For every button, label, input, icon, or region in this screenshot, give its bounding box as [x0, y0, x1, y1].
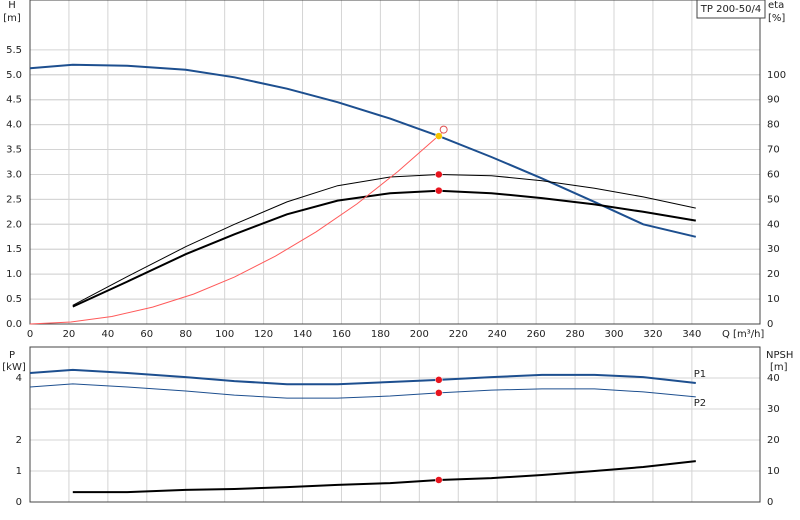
y2-tick-label: 30: [767, 404, 780, 415]
y2-tick-label: 50: [767, 194, 780, 205]
y-tick-label: 4.0: [6, 120, 22, 131]
x-tick-label: 120: [254, 329, 273, 340]
x-tick-label: 0: [27, 329, 33, 340]
plot-frame: [29, 0, 761, 325]
x-tick-label: 60: [140, 329, 153, 340]
operating-point: [439, 125, 448, 134]
y2-tick-label: 10: [767, 466, 780, 477]
x-tick-label: 80: [179, 329, 192, 340]
y-tick-label: 1: [16, 466, 22, 477]
x-tick-label: 40: [101, 329, 114, 340]
x-tick-label: 160: [332, 329, 351, 340]
y2-axis-unit: [%]: [768, 13, 785, 24]
x-tick-label: 320: [643, 329, 662, 340]
title-box: [696, 0, 766, 19]
y-tick-label: 4: [16, 373, 22, 384]
y2-tick-label: 70: [767, 145, 780, 156]
x-tick-label: 260: [527, 329, 546, 340]
y-tick-label: 1.0: [6, 269, 22, 280]
y-tick-label: 0.0: [6, 319, 22, 330]
operating-point: [435, 376, 443, 384]
y2-tick-label: 80: [767, 120, 780, 131]
y-tick-label: 3.0: [6, 169, 22, 180]
curve: [72, 189, 696, 308]
x-tick-label: 100: [215, 329, 234, 340]
legend-label: P2: [694, 398, 706, 409]
y2-tick-label: 20: [767, 269, 780, 280]
y2-tick-label: 0: [767, 319, 773, 330]
curve: [72, 173, 696, 306]
y-tick-label: 0.5: [6, 294, 22, 305]
y-axis-label: P: [9, 350, 15, 361]
curve: [72, 460, 696, 494]
x-tick-label: 20: [63, 329, 76, 340]
x-axis-label: Q [m³/h]: [722, 329, 764, 340]
y-axis-label: H: [8, 0, 16, 11]
operating-point: [435, 132, 443, 140]
x-tick-label: 180: [371, 329, 390, 340]
y2-tick-label: 40: [767, 219, 780, 230]
y2-axis-label: eta: [768, 0, 784, 11]
curve: [29, 131, 444, 325]
y2-tick-label: 40: [767, 373, 780, 384]
operating-point: [435, 186, 443, 195]
operating-point: [435, 476, 443, 484]
y-tick-label: 2.5: [6, 194, 22, 205]
legend-label: P1: [694, 369, 706, 380]
x-tick-label: 300: [604, 329, 623, 340]
y-tick-label: 5.0: [6, 70, 22, 81]
x-tick-label: 140: [293, 329, 312, 340]
x-tick-label: 340: [682, 329, 701, 340]
y-axis-unit: [kW]: [2, 362, 26, 373]
y-tick-label: 4.5: [6, 95, 22, 106]
operating-point: [435, 170, 443, 179]
y2-tick-label: 10: [767, 294, 780, 305]
y2-axis-label: NPSH: [766, 350, 793, 361]
curve: [29, 383, 696, 399]
y2-tick-label: 90: [767, 95, 780, 106]
x-tick-label: 240: [488, 329, 507, 340]
y-tick-label: 5.5: [6, 45, 22, 56]
y-tick-label: 1.5: [6, 244, 22, 255]
x-tick-label: 220: [449, 329, 468, 340]
y2-tick-label: 60: [767, 169, 780, 180]
y2-axis-unit: [m]: [770, 362, 788, 373]
y-axis-unit: [m]: [3, 13, 21, 24]
x-tick-label: 200: [410, 329, 429, 340]
plot-frame: [29, 346, 761, 503]
curve: [29, 63, 697, 238]
curve: [29, 368, 696, 386]
x-tick-label: 280: [566, 329, 585, 340]
operating-point: [435, 389, 443, 397]
y-tick-label: 0: [16, 497, 22, 508]
y2-tick-label: 20: [767, 435, 780, 446]
chart-title: TP 200-50/4: [700, 4, 761, 15]
y2-tick-label: 100: [767, 70, 786, 81]
y-tick-label: 3.5: [6, 145, 22, 156]
y-tick-label: 2.0: [6, 219, 22, 230]
y-tick-label: 2: [16, 435, 22, 446]
y2-tick-label: 0: [767, 497, 773, 508]
y2-tick-label: 30: [767, 244, 780, 255]
